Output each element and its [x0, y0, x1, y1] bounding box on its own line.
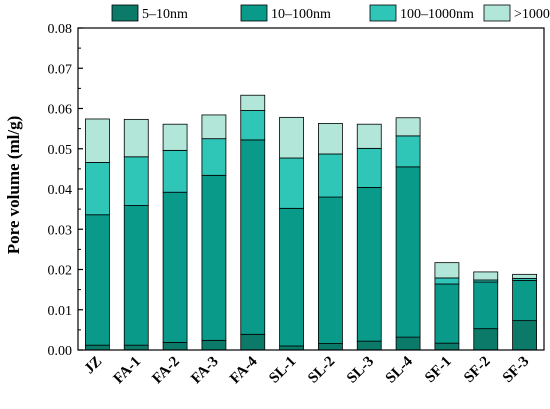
x-tick-label: FA-4 — [227, 353, 261, 387]
bar-fa-4-series-3 — [240, 94, 266, 111]
bar-sl-2-series-1 — [318, 196, 343, 344]
bar-fa-3-series-1 — [201, 174, 227, 341]
x-tick-label: SL-3 — [344, 354, 377, 387]
bar-sf-1-series-0 — [434, 342, 460, 351]
bar-sf-1-series-3 — [434, 262, 460, 279]
x-tick-label: SF-3 — [500, 354, 533, 387]
y-tick-label: 0.06 — [48, 103, 73, 118]
bar-sl-3-series-2 — [356, 147, 382, 188]
bar-sl-4-series-2 — [395, 135, 421, 168]
x-tick-label: FA-3 — [188, 354, 222, 388]
legend-swatch-1 — [240, 4, 268, 22]
y-tick-label: 0.03 — [48, 223, 73, 238]
bar-sf-2-series-1 — [473, 281, 499, 330]
bar-sl-3-series-3 — [356, 123, 382, 149]
bar-sl-1-series-0 — [279, 345, 304, 351]
y-axis-title: Pore volume (ml/g) — [4, 116, 23, 254]
legend-label-0: 5–10nm — [142, 7, 188, 22]
y-tick-label: 0.01 — [48, 304, 73, 319]
x-tick-label: SL-2 — [305, 354, 338, 387]
legend-swatch-0 — [111, 4, 139, 22]
bar-sf-3-series-3 — [512, 273, 537, 279]
bar-fa-3-series-3 — [201, 114, 227, 140]
bar-sl-2-series-0 — [318, 343, 343, 351]
legend-swatch-2 — [369, 4, 397, 22]
bar-fa-2-series-1 — [162, 191, 188, 343]
bar-sl-3-series-0 — [356, 340, 382, 351]
bar-jz-series-0 — [85, 344, 110, 351]
bar-jz-series-2 — [85, 162, 110, 216]
bar-sl-3-series-1 — [356, 186, 382, 342]
legend-swatch-3 — [483, 4, 511, 22]
bar-sf-2-series-0 — [473, 328, 499, 351]
bar-fa-1-series-2 — [123, 156, 149, 206]
bar-fa-3-series-0 — [201, 339, 227, 351]
x-tick-label: SL-1 — [266, 354, 299, 387]
bar-sl-2-series-2 — [318, 153, 343, 198]
bar-sl-4-series-1 — [395, 166, 421, 338]
legend-label-2: 100–1000nm — [400, 7, 474, 22]
x-tick-label: SF-1 — [422, 354, 455, 387]
bar-fa-3-series-2 — [201, 138, 227, 176]
bar-sf-1-series-2 — [434, 277, 460, 285]
x-tick-label: JZ — [82, 354, 106, 378]
bar-fa-1-series-3 — [123, 118, 149, 158]
bar-fa-1-series-0 — [123, 344, 149, 351]
bar-sl-1-series-3 — [279, 116, 304, 159]
bar-fa-2-series-3 — [162, 123, 188, 151]
bar-jz-series-3 — [85, 118, 110, 163]
x-tick-label: SL-4 — [383, 353, 416, 386]
bar-sl-4-series-3 — [395, 117, 421, 137]
bar-sl-4-series-0 — [395, 336, 421, 351]
bar-fa-4-series-0 — [240, 333, 266, 351]
bar-sl-1-series-1 — [279, 207, 304, 347]
bar-sl-1-series-2 — [279, 157, 304, 209]
legend-label-3: >1000nm — [514, 7, 550, 22]
y-tick-label: 0.07 — [48, 62, 73, 77]
x-tick-label: FA-1 — [111, 354, 145, 388]
bar-fa-2-series-2 — [162, 149, 188, 193]
x-tick-label: FA-2 — [149, 354, 183, 388]
legend: 5–10nm 10–100nm 100–1000nm >1000nm — [111, 4, 550, 22]
bar-sl-2-series-3 — [318, 122, 343, 155]
y-tick-label: 0.05 — [48, 143, 73, 158]
bar-fa-2-series-0 — [162, 341, 188, 351]
bar-sf-3-series-0 — [512, 320, 537, 351]
bars — [85, 94, 537, 351]
bar-fa-1-series-1 — [123, 205, 149, 346]
y-tick-label: 0.02 — [48, 264, 73, 279]
bar-jz-series-1 — [85, 214, 110, 346]
x-tick-label: SF-2 — [461, 354, 494, 387]
legend-label-1: 10–100nm — [271, 7, 331, 22]
y-tick-label: 0.04 — [48, 183, 73, 198]
bar-sf-1-series-1 — [434, 283, 460, 344]
y-tick-label: 0.08 — [48, 22, 73, 37]
bar-fa-4-series-1 — [240, 139, 266, 335]
bar-sf-2-series-3 — [473, 271, 499, 281]
y-tick-label: 0.00 — [48, 344, 73, 359]
bar-sf-3-series-1 — [512, 279, 537, 322]
bar-fa-4-series-2 — [240, 110, 266, 141]
